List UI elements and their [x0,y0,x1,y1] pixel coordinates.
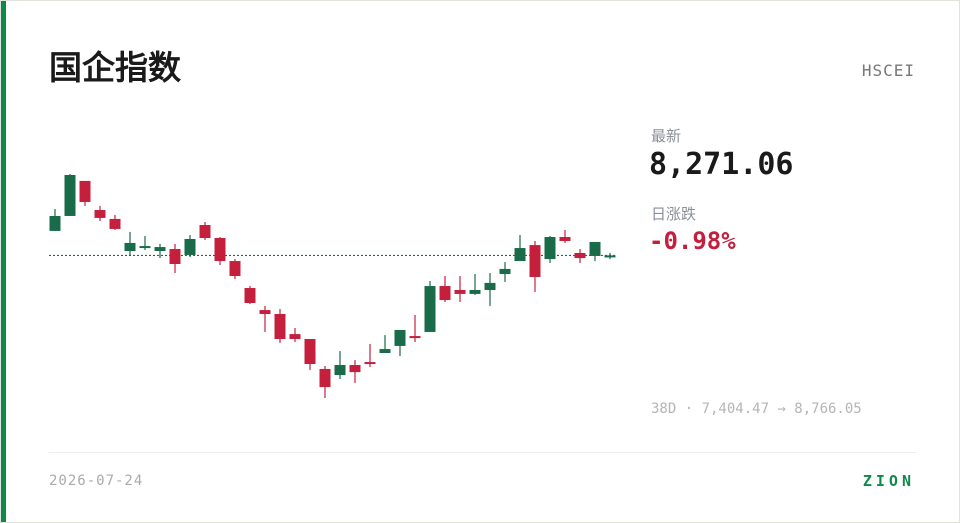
brand: ZION [862,472,915,490]
candle-body [439,286,451,301]
candle-body [124,242,136,252]
candle-body [424,286,436,332]
candle-body [469,289,481,294]
candle-body [199,225,211,239]
candle-body [94,210,106,218]
divider [49,452,916,453]
candle-body [319,368,331,388]
ticker-code: HSCEI [861,61,915,80]
candle-body [274,314,286,340]
chart [49,174,617,398]
candle-body [529,245,541,277]
last-label: 最新 [651,127,682,145]
date: 2026-07-24 [49,473,144,489]
candle-body [454,289,466,294]
candle-body [259,310,271,315]
candle-body [484,282,496,290]
candle-body [379,349,391,354]
candle-body [499,268,511,275]
candle-body [349,365,361,373]
candle-body [214,238,226,262]
candle-body [334,365,346,376]
candle-body [64,174,76,216]
candle-body [49,215,61,231]
candle-body [184,238,196,255]
candle-body [604,255,616,258]
candle-body [544,237,556,260]
candle-body [574,252,586,259]
candle-body [154,247,166,252]
candle-body [304,339,316,365]
last-price: 8,271.06 [649,147,794,182]
candle-body [559,237,571,241]
candle-body [394,329,406,346]
candle-body [409,336,421,339]
candle-body [289,334,301,340]
candle-body [364,362,376,365]
candle-body [139,246,151,249]
range-text: 38D · 7,404.47 → 8,766.05 [651,401,862,417]
candle-body [169,249,181,264]
candle-body [514,248,526,262]
candle-body [79,180,91,202]
candle-body [229,261,241,277]
candle-body [589,241,601,256]
candle-body [109,218,121,229]
change-label: 日涨跌 [651,205,697,223]
title: 国企指数 [49,48,181,87]
change-value: -0.98% [649,227,736,255]
candle-body [244,288,256,303]
accent-bar [1,1,6,522]
